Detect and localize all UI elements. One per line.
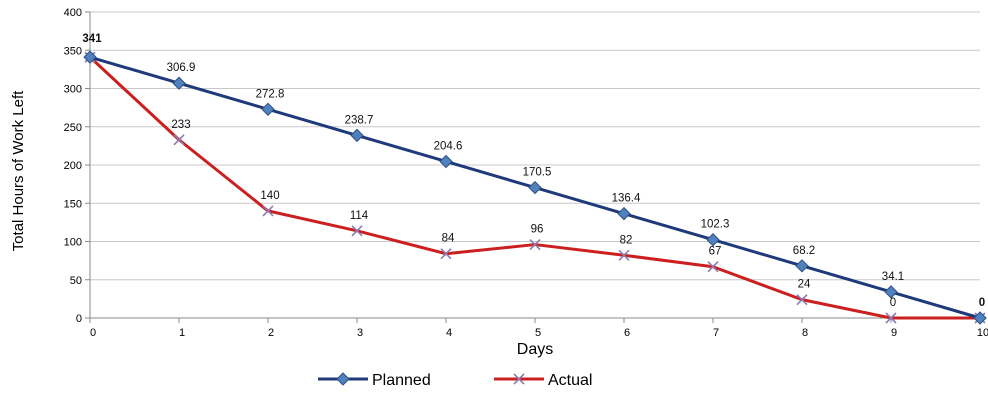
legend-marker-planned bbox=[336, 372, 350, 386]
actual-data-label: 67 bbox=[709, 246, 722, 258]
planned-data-label: 102.3 bbox=[701, 219, 730, 231]
plot-area: 341 306.9 272.8 238.7 204.6 170.5 136.4 102.3 68… bbox=[82, 33, 987, 325]
actual-data-label: 82 bbox=[620, 234, 633, 246]
x-tick-label: 4 bbox=[446, 327, 452, 339]
y-tick-label: 0 bbox=[76, 313, 82, 325]
y-tick-label: 200 bbox=[64, 160, 82, 172]
legend-item-actual: Actual bbox=[494, 372, 592, 389]
planned-point bbox=[172, 76, 186, 90]
actual-data-label: 233 bbox=[171, 119, 190, 131]
planned-point bbox=[261, 102, 275, 117]
planned-point bbox=[795, 259, 809, 273]
planned-point bbox=[706, 233, 720, 247]
y-axis-title: Total Hours of Work Left bbox=[10, 90, 27, 251]
x-tick-labels: 0 1 2 3 4 5 6 7 8 9 10 bbox=[90, 327, 988, 339]
actual-point bbox=[351, 225, 363, 237]
gridlines bbox=[90, 11, 980, 281]
legend-marker-actual bbox=[513, 373, 525, 385]
planned-point bbox=[439, 154, 453, 169]
actual-point bbox=[885, 312, 897, 324]
x-tick-label: 1 bbox=[179, 327, 185, 339]
actual-data-label: 114 bbox=[350, 210, 369, 222]
actual-point bbox=[796, 294, 808, 306]
x-tick-label: 6 bbox=[624, 327, 630, 339]
y-tick-labels: 0 50 100 150 200 250 300 350 400 bbox=[64, 7, 82, 325]
actual-point bbox=[173, 134, 185, 146]
planned-point bbox=[617, 206, 631, 221]
x-tick-label: 0 bbox=[90, 327, 96, 339]
planned-data-label: 136.4 bbox=[612, 193, 641, 205]
legend-item-planned: Planned bbox=[318, 372, 431, 389]
actual-data-label: 84 bbox=[442, 233, 455, 245]
actual-data-label: 140 bbox=[260, 190, 279, 202]
planned-data-label: 0 bbox=[979, 297, 985, 309]
legend-label-actual: Actual bbox=[548, 372, 592, 389]
planned-data-label: 238.7 bbox=[345, 114, 374, 126]
planned-point bbox=[350, 128, 364, 143]
planned-data-label: 170.5 bbox=[523, 167, 552, 179]
y-tick-label: 100 bbox=[64, 237, 82, 249]
actual-point bbox=[618, 249, 630, 261]
actual-data-label: 0 bbox=[890, 297, 896, 309]
planned-point bbox=[83, 50, 97, 64]
x-tick-label: 8 bbox=[802, 327, 808, 339]
actual-point bbox=[707, 261, 719, 273]
actual-data-label: 96 bbox=[531, 224, 544, 236]
x-tick-label: 5 bbox=[535, 327, 541, 339]
y-tick-label: 250 bbox=[64, 122, 82, 134]
planned-point bbox=[973, 311, 987, 325]
y-tick-label: 50 bbox=[70, 275, 82, 287]
x-tick-label: 9 bbox=[891, 327, 897, 339]
actual-point bbox=[262, 205, 274, 217]
axes bbox=[85, 11, 981, 323]
legend: Planned Actual bbox=[318, 372, 592, 389]
y-tick-label: 150 bbox=[64, 198, 82, 210]
x-tick-label: 7 bbox=[713, 327, 719, 339]
x-tick-label: 10 bbox=[977, 327, 988, 339]
planned-data-label: 204.6 bbox=[434, 140, 463, 152]
planned-data-label: 68.2 bbox=[793, 245, 815, 257]
actual-point bbox=[440, 248, 452, 260]
y-tick-label: 400 bbox=[64, 7, 82, 19]
actual-point bbox=[529, 238, 541, 251]
planned-data-label: 306.9 bbox=[167, 62, 196, 74]
x-axis-title: Days bbox=[517, 341, 553, 358]
planned-data-label: 34.1 bbox=[882, 271, 904, 283]
planned-point bbox=[528, 180, 542, 195]
y-tick-label: 350 bbox=[64, 45, 82, 57]
planned-point bbox=[884, 285, 898, 299]
actual-data-label: 24 bbox=[798, 279, 811, 291]
x-tick-label: 2 bbox=[268, 327, 274, 339]
x-tick-label: 3 bbox=[357, 327, 363, 339]
planned-data-label: 272.8 bbox=[256, 88, 285, 100]
y-tick-label: 300 bbox=[64, 84, 82, 96]
legend-label-planned: Planned bbox=[372, 372, 431, 389]
planned-data-label: 341 bbox=[82, 33, 102, 45]
